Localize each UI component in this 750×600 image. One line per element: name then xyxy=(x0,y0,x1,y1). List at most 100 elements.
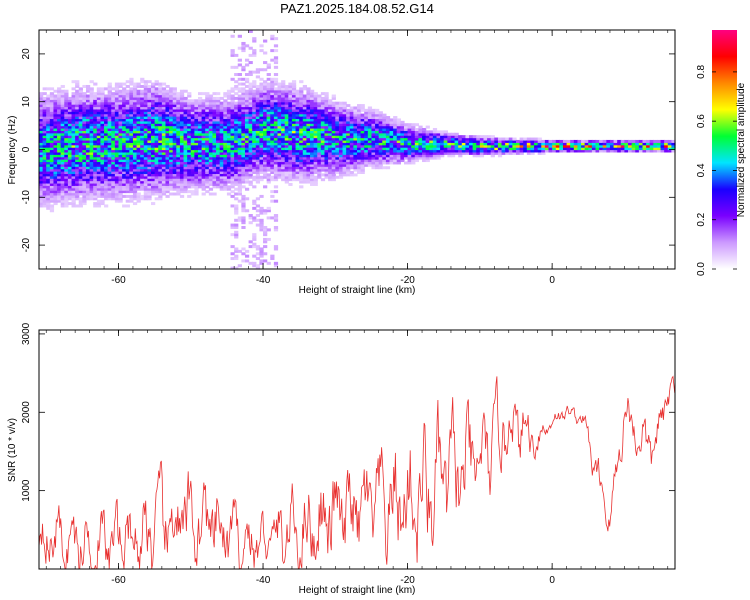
spectrogram-cell xyxy=(291,178,297,182)
spectrogram-cell xyxy=(230,77,235,81)
spectrogram-cell xyxy=(67,151,73,155)
spectrogram-cell xyxy=(487,139,492,143)
spectrogram-cell xyxy=(357,120,362,124)
spectrogram-cell xyxy=(277,156,282,160)
spectrogram-cell xyxy=(230,96,235,100)
spectrogram-cell xyxy=(324,104,329,108)
spectrogram-cell xyxy=(129,118,134,122)
spectrogram-cell xyxy=(46,161,51,165)
spectrogram-cell xyxy=(212,106,217,110)
spectrogram-cell xyxy=(64,89,69,93)
spectrogram-cell xyxy=(483,149,488,153)
spectrogram-cell xyxy=(375,163,380,167)
spectrogram-cell xyxy=(143,144,149,148)
spectrogram-cell xyxy=(96,175,102,179)
spectrogram-cell xyxy=(346,127,351,131)
spectrogram-cell xyxy=(60,175,65,179)
spectrogram-cell xyxy=(255,166,261,170)
spectrogram-cell xyxy=(104,182,109,186)
spectrogram-cell xyxy=(263,68,268,72)
spectrogram-cell xyxy=(367,130,373,134)
spectrogram-x-axis-label: Height of straight line (km) xyxy=(299,285,416,296)
spectrogram-cell xyxy=(42,197,47,201)
spectrogram-cell xyxy=(67,194,73,198)
spectrogram-cell xyxy=(64,142,69,146)
spectrogram-cell xyxy=(407,149,412,153)
spectrogram-cell xyxy=(255,135,261,139)
spectrogram-cell xyxy=(338,139,344,143)
spectrogram-cell xyxy=(378,125,383,129)
spectrogram-cell xyxy=(64,163,69,167)
spectrogram-cell xyxy=(291,139,297,143)
spectrogram-cell xyxy=(284,161,289,165)
spectrogram-cell xyxy=(107,168,112,172)
spectrogram-cell xyxy=(353,144,358,148)
spectrogram-cell xyxy=(85,96,91,100)
spectrogram-cell xyxy=(266,132,271,136)
spectrogram-cell xyxy=(212,92,217,96)
spectrogram-cell xyxy=(266,161,271,165)
spectrogram-cell xyxy=(497,142,503,146)
spectrogram-cell xyxy=(223,132,228,136)
spectrogram-cell xyxy=(129,116,134,120)
spectrogram-cell xyxy=(53,144,58,148)
spectrogram-cell xyxy=(114,149,120,153)
spectrogram-cell xyxy=(375,132,380,136)
spectrogram-cell xyxy=(324,154,329,158)
spectrogram-cell xyxy=(360,120,365,124)
spectrogram-cell xyxy=(143,120,149,124)
spectrogram-cell xyxy=(411,139,416,143)
spectrogram-cell xyxy=(125,173,130,177)
spectrogram-cell xyxy=(89,99,94,103)
spectrogram-cell xyxy=(205,113,210,117)
spectrogram-cell xyxy=(154,82,159,86)
spectrogram-cell xyxy=(129,92,134,96)
spectrogram-cell xyxy=(89,113,94,117)
spectrogram-cell xyxy=(295,168,300,172)
spectrogram-cell xyxy=(313,94,318,98)
spectrogram-cell xyxy=(147,96,152,100)
spectrogram-cell xyxy=(559,144,564,148)
spectrogram-cell xyxy=(179,120,185,124)
spectrogram-cell xyxy=(302,168,308,172)
spectrogram-cell xyxy=(393,137,398,141)
spectrogram-cell xyxy=(295,142,300,146)
spectrogram-cell xyxy=(136,192,141,196)
spectrogram-cell xyxy=(179,130,185,134)
spectrogram-cell xyxy=(147,180,152,184)
spectrogram-cell xyxy=(169,87,174,91)
spectrogram-cell xyxy=(89,147,94,151)
spectrogram-cell xyxy=(100,139,105,143)
spectrogram-cell xyxy=(125,185,130,189)
spectrogram-cell xyxy=(122,185,127,189)
spectrogram-cell xyxy=(100,135,105,139)
spectrogram-cell xyxy=(226,144,232,148)
spectrogram-cell xyxy=(302,139,308,143)
spectrogram-cell xyxy=(360,144,365,148)
spectrogram-cell xyxy=(342,171,347,174)
spectrogram-cell xyxy=(353,116,358,120)
spectrogram-cell xyxy=(176,151,181,155)
spectrogram-cell xyxy=(219,159,224,163)
spectrogram-cell xyxy=(107,182,112,186)
spectrogram-cell xyxy=(389,151,394,155)
spectrogram-cell xyxy=(78,168,83,172)
spectrogram-cell xyxy=(299,125,304,129)
spectrogram-cell xyxy=(118,175,123,179)
spectrogram-cell xyxy=(216,106,221,110)
spectrogram-cell xyxy=(234,235,239,239)
spectrogram-cell xyxy=(125,101,130,105)
spectrogram-cell xyxy=(512,151,517,155)
spectrogram-cell xyxy=(161,173,167,177)
spectrogram-cell xyxy=(226,166,232,170)
spectrogram-cell xyxy=(46,130,51,134)
spectrogram-cell xyxy=(357,111,362,115)
spectrogram-cell xyxy=(111,111,116,115)
spectrogram-cell xyxy=(183,101,188,105)
spectrogram-cell xyxy=(295,178,300,182)
spectrogram-cell xyxy=(602,147,607,151)
spectrogram-cell xyxy=(42,125,47,129)
spectrogram-cell xyxy=(60,96,65,100)
spectrogram-cell xyxy=(158,187,163,191)
spectrogram-cell xyxy=(201,127,206,131)
